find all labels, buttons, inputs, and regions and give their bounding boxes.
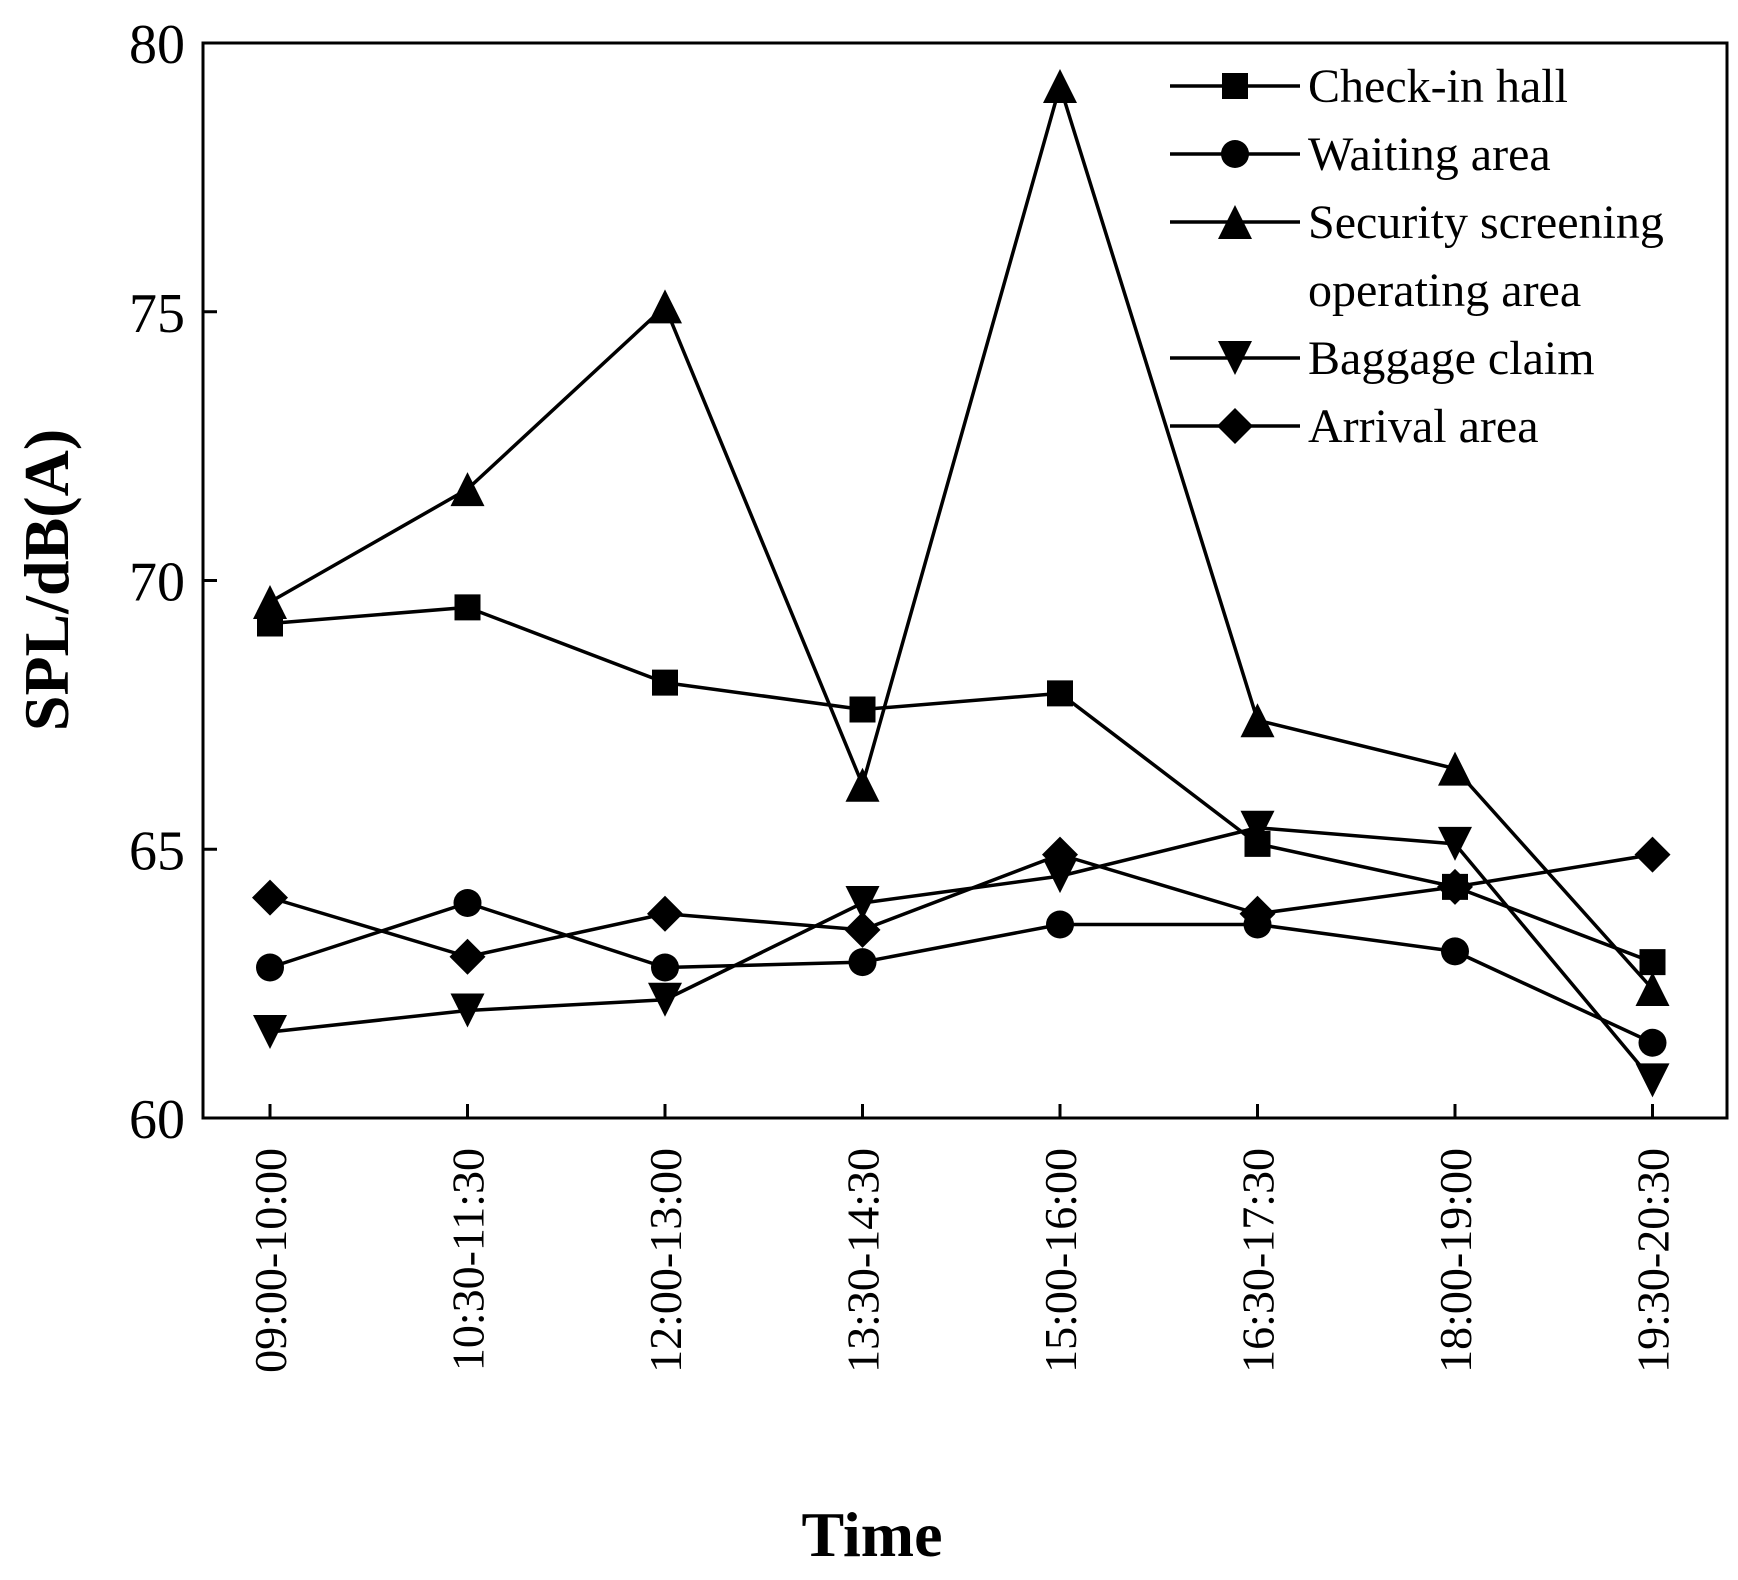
legend-label: Waiting area <box>1308 128 1551 181</box>
x-tick-label: 16:30-17:30 <box>1233 1148 1284 1373</box>
data-point-security-screening-operating-area <box>450 472 485 507</box>
series-line-waiting-area <box>269 901 1654 1045</box>
data-point-waiting-area <box>651 953 679 982</box>
y-tick-label: 80 <box>129 14 185 76</box>
legend-item: Waiting area <box>1170 128 1551 181</box>
legend-label: Baggage claim <box>1308 332 1595 385</box>
data-point-security-screening-operating-area <box>1635 972 1670 1006</box>
legend-marker <box>1221 140 1249 168</box>
legend-marker <box>1217 408 1253 444</box>
series-arrival-area <box>252 836 1671 975</box>
data-point-check-in-hall <box>1047 680 1073 707</box>
y-axis-title: SPL/dB(A) <box>11 429 82 731</box>
data-point-arrival-area <box>252 879 288 916</box>
series-line-baggage-claim <box>269 826 1654 1082</box>
legend-item: Security screening operating area <box>1170 196 1664 317</box>
x-tick-label: 15:00-16:00 <box>1035 1148 1086 1373</box>
data-point-check-in-hall <box>454 594 481 621</box>
y-axis: 60 65 70 75 80 <box>129 14 217 1151</box>
data-point-arrival-area <box>844 911 881 948</box>
data-point-waiting-area <box>1441 937 1469 966</box>
data-point-security-screening-operating-area <box>648 289 682 324</box>
data-point-waiting-area <box>1046 910 1074 939</box>
data-point-security-screening-operating-area <box>253 585 287 619</box>
data-point-arrival-area <box>1634 836 1671 873</box>
data-point-baggage-claim <box>1635 1063 1670 1098</box>
data-point-arrival-area <box>647 895 683 932</box>
data-point-baggage-claim <box>845 886 880 920</box>
x-tick-label: 10:30-11:30 <box>443 1148 494 1371</box>
data-point-security-screening-operating-area <box>1438 751 1472 786</box>
data-point-waiting-area <box>848 948 877 977</box>
x-tick-label: 13:30-14:30 <box>838 1148 889 1373</box>
data-point-baggage-claim <box>1438 826 1472 861</box>
data-point-arrival-area <box>449 938 486 975</box>
series-baggage-claim <box>253 810 1670 1098</box>
legend-item: Check-in hall <box>1170 60 1568 113</box>
y-tick-label: 60 <box>129 1089 185 1151</box>
x-tick-label: 09:00-10:00 <box>245 1148 296 1373</box>
series-line-security-screening-operating-area <box>269 84 1654 991</box>
data-point-baggage-claim <box>1043 859 1077 894</box>
legend-marker <box>1218 341 1252 375</box>
legend-marker <box>1218 205 1252 239</box>
data-point-arrival-area <box>1042 836 1078 873</box>
series-security-screening-operating-area <box>253 69 1670 1006</box>
data-point-security-screening-operating-area <box>1043 69 1077 103</box>
legend: Check-in hall Waiting area Security screen… <box>1170 60 1664 453</box>
data-point-security-screening-operating-area <box>1240 703 1275 738</box>
data-point-baggage-claim <box>253 1015 287 1049</box>
x-axis: 09:00-10:00 10:30-11:30 12:00-13:00 13:30-1… <box>245 1104 1679 1373</box>
legend-item: Arrival area <box>1170 400 1539 453</box>
legend-label: Arrival area <box>1308 400 1539 453</box>
data-point-baggage-claim <box>648 982 682 1017</box>
x-tick-label: 12:00-13:00 <box>640 1148 691 1373</box>
data-point-check-in-hall <box>1639 949 1666 976</box>
data-point-arrival-area <box>1437 868 1473 905</box>
data-point-waiting-area <box>256 953 284 982</box>
series-line-arrival-area <box>269 852 1653 959</box>
data-point-baggage-claim <box>1240 810 1275 845</box>
data-point-baggage-claim <box>450 993 485 1028</box>
data-point-arrival-area <box>1239 895 1276 932</box>
legend-label: operating area <box>1308 264 1581 317</box>
data-point-waiting-area <box>453 889 482 917</box>
legend-label: Security screening <box>1308 196 1664 249</box>
y-tick-label: 70 <box>129 552 185 614</box>
x-tick-label: 19:30-20:30 <box>1628 1148 1679 1373</box>
data-point-check-in-hall <box>849 696 876 723</box>
x-tick-label: 18:00-19:00 <box>1430 1148 1481 1373</box>
y-tick-label: 65 <box>129 820 185 882</box>
data-point-waiting-area <box>1638 1028 1667 1057</box>
data-point-security-screening-operating-area <box>845 767 880 802</box>
y-tick-label: 75 <box>129 283 185 345</box>
legend-marker <box>1222 73 1248 99</box>
series-line-check-in-hall <box>269 605 1654 964</box>
legend-label: Check-in hall <box>1308 60 1568 113</box>
legend-item: Baggage claim <box>1170 332 1595 385</box>
series-layer <box>252 69 1671 1098</box>
x-axis-title: Time <box>801 1499 942 1570</box>
data-point-check-in-hall <box>652 669 678 696</box>
